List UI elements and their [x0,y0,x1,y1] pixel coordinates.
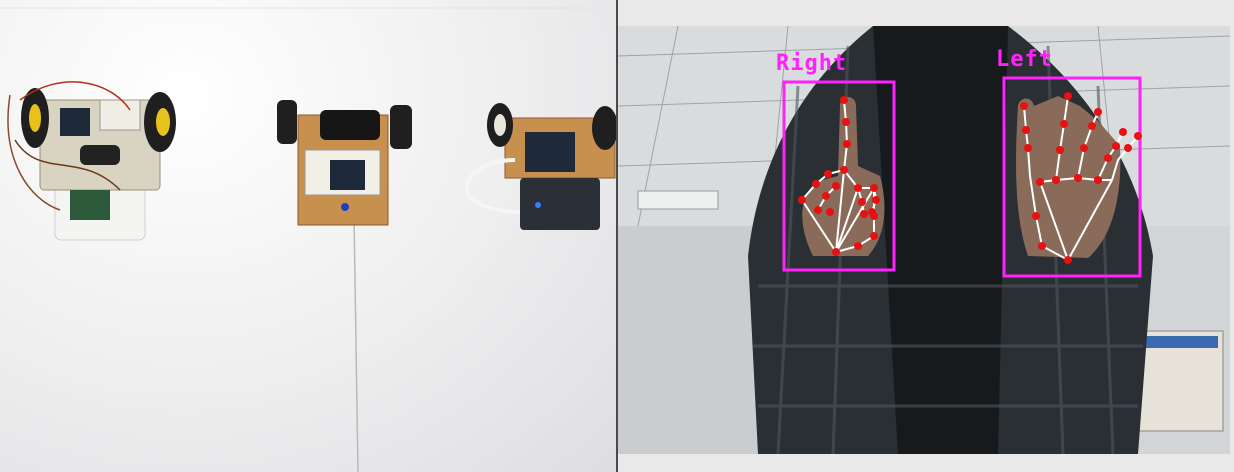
right-hand-box [782,80,896,272]
robot-cars-photo [0,0,616,472]
right-hand-label: Right [776,51,848,76]
left-hand-box [1002,76,1142,278]
panel-divider [616,0,618,472]
webcam-frame: Right Left [618,26,1230,454]
hand-tracking-panel: Right Left [618,0,1234,472]
right-hand-landmarks [798,96,880,256]
left-hand-label: Left [996,47,1053,72]
robot-cars-illustration [0,7,616,472]
detection-overlay [782,76,1142,278]
robot-car-2 [277,100,412,226]
webcam-scene [618,26,1230,454]
robot-car-1 [7,81,176,241]
left-hand-landmarks [1020,92,1142,264]
robot-car-3 [464,103,616,230]
